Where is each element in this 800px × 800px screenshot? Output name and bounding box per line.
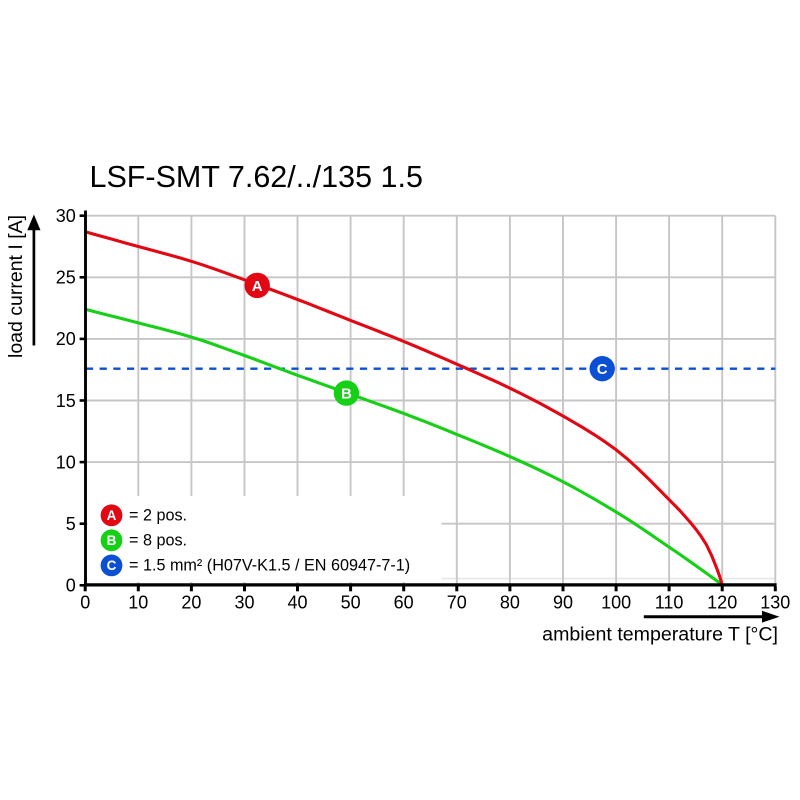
svg-text:15: 15 [56, 391, 76, 411]
svg-text:80: 80 [500, 592, 520, 612]
svg-text:25: 25 [56, 268, 76, 288]
svg-text:30: 30 [56, 206, 76, 226]
svg-text:10: 10 [128, 592, 148, 612]
svg-text:0: 0 [66, 576, 76, 596]
svg-text:= 2 pos.: = 2 pos. [129, 507, 187, 525]
svg-text:5: 5 [66, 514, 76, 534]
svg-text:30: 30 [234, 592, 254, 612]
svg-text:A: A [107, 508, 117, 523]
svg-text:B: B [107, 533, 117, 548]
svg-text:90: 90 [553, 592, 573, 612]
svg-text:70: 70 [447, 592, 467, 612]
svg-text:20: 20 [56, 329, 76, 349]
svg-text:= 1.5 mm² (H07V-K1.5 / EN 6094: = 1.5 mm² (H07V-K1.5 / EN 60947-7-1) [129, 557, 410, 575]
svg-text:ambient temperature T [°C]: ambient temperature T [°C] [542, 624, 778, 646]
svg-text:0: 0 [80, 592, 90, 612]
svg-text:10: 10 [56, 452, 76, 472]
svg-text:C: C [597, 361, 608, 378]
svg-text:50: 50 [341, 592, 361, 612]
svg-text:120: 120 [707, 592, 737, 612]
svg-text:C: C [107, 558, 117, 573]
svg-text:LSF-SMT 7.62/../135 1.5: LSF-SMT 7.62/../135 1.5 [90, 160, 423, 194]
svg-text:60: 60 [394, 592, 414, 612]
svg-text:load current I [A]: load current I [A] [5, 215, 27, 358]
svg-text:130: 130 [760, 592, 790, 612]
svg-text:B: B [341, 386, 352, 403]
svg-text:110: 110 [655, 592, 684, 612]
svg-text:100: 100 [601, 592, 631, 612]
svg-text:= 8 pos.: = 8 pos. [129, 532, 187, 550]
svg-text:20: 20 [181, 592, 201, 612]
svg-text:40: 40 [287, 592, 307, 612]
svg-text:A: A [252, 278, 263, 295]
